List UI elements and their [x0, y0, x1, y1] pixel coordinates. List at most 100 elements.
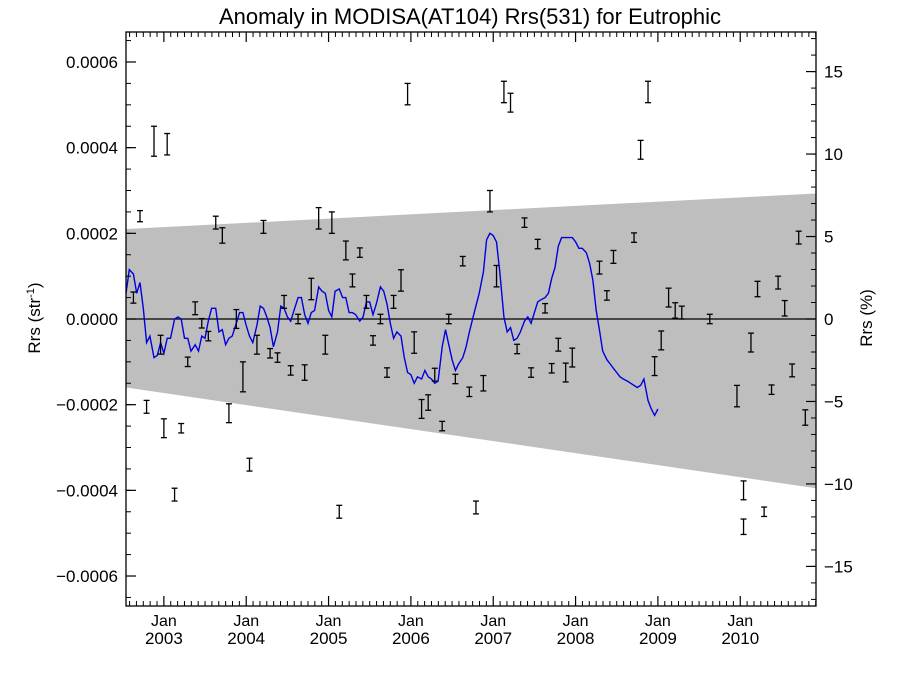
errorbar-point [295, 313, 302, 325]
errorbar-point [555, 337, 562, 352]
errorbar-point [466, 386, 473, 398]
errorbar-point [164, 132, 171, 156]
errorbar-point [802, 409, 809, 426]
errorbar-point [603, 290, 610, 301]
errorbar-point [740, 518, 747, 536]
errorbar-point [631, 232, 638, 243]
errorbar-point [328, 211, 335, 234]
errorbar-point [789, 363, 796, 378]
errorbar-point [521, 217, 528, 228]
errorbar-point [439, 420, 446, 432]
errorbar-point [768, 384, 775, 396]
x-tick-month-label: Jan [645, 613, 671, 630]
errorbar-point [130, 291, 137, 304]
errorbar-point [418, 398, 425, 420]
errorbar-point [205, 330, 212, 342]
errorbar-point [349, 273, 356, 288]
errorbar-point [287, 365, 294, 376]
errorbar-point [645, 80, 652, 104]
errorbar-point [733, 384, 740, 408]
right-tick-label: −10 [824, 475, 853, 494]
errorbar-point [781, 299, 788, 317]
errorbar-point [192, 301, 199, 316]
errorbar-point [136, 209, 143, 223]
right-tick-label: −5 [824, 392, 843, 411]
errorbar-point [706, 313, 713, 325]
right-tick-label: 10 [824, 145, 843, 164]
left-tick-label: −0.0002 [56, 396, 118, 415]
envelope-band [126, 193, 816, 489]
errorbar-point [178, 422, 185, 434]
right-tick-label: −15 [824, 557, 853, 576]
errorbar-point [363, 294, 370, 309]
errorbar-point [507, 92, 514, 113]
errorbar-point [740, 480, 747, 501]
errorbar-point [150, 125, 157, 157]
errorbar-point [548, 362, 555, 374]
x-tick-month-label: Jan [316, 613, 342, 630]
errorbar-point [398, 269, 405, 292]
left-tick-label: 0.0002 [66, 224, 118, 243]
errorbar-point [225, 403, 232, 424]
errorbar-point [452, 373, 459, 385]
errorbar-point [425, 394, 432, 411]
errorbar-point [246, 457, 253, 472]
x-tick-year-label: 2008 [557, 629, 595, 648]
errorbar-point [198, 317, 205, 329]
errorbar-point [480, 374, 487, 392]
errorbar-point [431, 367, 438, 382]
errorbar-point [404, 82, 411, 106]
plot-area [125, 80, 816, 536]
errorbar-point [637, 139, 644, 160]
axes: 0.0006 0.0004 0.0002 0.0000 −0.0002 −0.0004 −0… [56, 31, 853, 648]
x-tick-month-label: Jan [233, 613, 259, 630]
errorbar-point [301, 364, 308, 381]
errorbar-point [562, 362, 569, 383]
chart-title: Anomaly in MODISA(AT104) Rrs(531) for Eu… [219, 4, 721, 29]
errorbar-point [534, 238, 541, 250]
errorbar-point [322, 334, 329, 355]
x-tick-year-label: 2007 [474, 629, 512, 648]
errorbar-point [390, 294, 397, 309]
errorbar-point [274, 352, 281, 363]
errorbar-point [281, 294, 288, 309]
right-tick-label: 5 [824, 228, 833, 247]
left-tick-label: 0.0004 [66, 139, 118, 158]
errorbar-point [219, 227, 226, 244]
errorbar-point [542, 302, 549, 314]
errorbar-point [678, 305, 685, 320]
errorbar-point [171, 487, 178, 502]
errorbar-point [569, 347, 576, 368]
errorbar-point [377, 313, 384, 325]
x-tick-year-label: 2004 [227, 629, 265, 648]
errorbar-point [486, 189, 493, 213]
errorbar-point [253, 334, 260, 355]
left-axis-label-superscript: -1 [25, 288, 37, 298]
errorbar-point [308, 277, 315, 301]
errorbar-point [233, 308, 240, 330]
errorbar-point [267, 347, 274, 359]
x-tick-year-label: 2009 [639, 629, 677, 648]
errorbar-point [651, 356, 658, 377]
running-mean-line [125, 232, 659, 417]
x-tick-year-label: 2005 [310, 629, 348, 648]
x-tick-month-label: Jan [398, 613, 424, 630]
errorbar-point [795, 230, 802, 245]
left-tick-label: 0.0006 [66, 53, 118, 72]
errorbar-point [370, 335, 377, 346]
errorbar-point [528, 367, 535, 378]
errorbar-point [514, 343, 521, 355]
x-tick-year-label: 2010 [721, 629, 759, 648]
errorbar-point [665, 287, 672, 308]
x-tick-month-label: Jan [563, 613, 589, 630]
x-tick-month-label: Jan [480, 613, 506, 630]
errorbar-point [754, 280, 761, 298]
errorbar-point [672, 302, 679, 319]
left-axis-label-close: ) [25, 282, 44, 288]
errorbar-point [143, 399, 150, 414]
errorbar-point [445, 313, 452, 325]
errorbar-point [775, 275, 782, 290]
errorbar-point [596, 260, 603, 275]
errorbar-point [384, 367, 391, 378]
right-tick-label: 0 [824, 310, 833, 329]
